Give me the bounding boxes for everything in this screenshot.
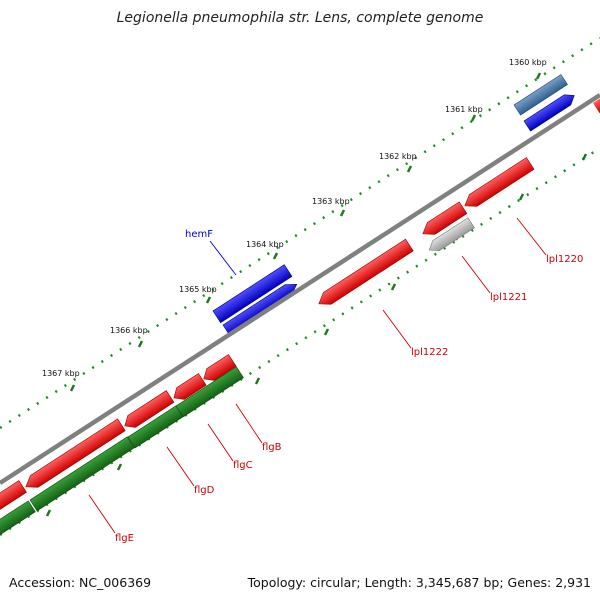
outer-tick-dots (0, 36, 600, 430)
leader-hemF (209, 240, 237, 276)
map-title: Legionella pneumophila str. Lens, comple… (116, 10, 484, 26)
gene-label-flgD[interactable]: flgD (194, 485, 215, 496)
inner-major-ticks (45, 153, 588, 517)
tick-mark (137, 340, 144, 348)
tick-mark (535, 72, 542, 80)
tick-mark (390, 283, 397, 291)
label-leaders (88, 217, 547, 534)
tick-label-1364: 1364 kbp (246, 240, 284, 249)
tick-labels: 1360 kbp 1361 kbp 1362 kbp 1363 kbp 1364… (42, 58, 547, 378)
operon-segment[interactable] (127, 405, 184, 449)
gene-flgE[interactable] (22, 418, 126, 493)
backbone-line (0, 93, 600, 485)
leader-flgB (235, 403, 263, 444)
plus-strand-genes (212, 74, 600, 336)
gene-label-flgB[interactable]: flgB (262, 442, 282, 453)
accession-text: Accession: NC_006369 (9, 575, 152, 590)
genome-summary-text: Topology: circular; Length: 3,345,687 bp… (247, 575, 591, 590)
gene-flgB[interactable] (200, 354, 237, 384)
gene-flgD[interactable] (121, 390, 175, 432)
inner-tick-ring (0, 146, 600, 537)
tick-mark (116, 463, 123, 471)
tick-label-1363: 1363 kbp (312, 197, 350, 206)
gene-label-flgC[interactable]: flgC (233, 460, 253, 471)
gene-lpl1222[interactable] (315, 238, 414, 310)
leader-lpl1222 (382, 309, 412, 349)
gene-feature[interactable] (419, 201, 468, 240)
tick-mark (205, 296, 212, 304)
gene-label-lpl1220[interactable]: lpl1220 (546, 254, 583, 265)
tick-mark (45, 509, 52, 517)
leader-lpl1220 (516, 217, 547, 256)
leader-lpl1221 (461, 255, 491, 294)
tick-mark (406, 165, 413, 173)
gene-label-lpl1222[interactable]: lpl1222 (411, 347, 448, 358)
tick-label-1360: 1360 kbp (509, 58, 547, 67)
gene-feature[interactable] (513, 74, 568, 116)
inner-tick-dots (0, 146, 600, 537)
genome-backbone (0, 93, 600, 485)
tick-label-1361: 1361 kbp (445, 105, 483, 114)
tick-mark (518, 193, 525, 201)
operon-segment[interactable] (29, 436, 135, 512)
tick-mark (272, 252, 279, 260)
minus-strand-genes (0, 157, 535, 511)
gene-label-flgE[interactable]: flgE (115, 533, 134, 544)
gene-label-lpl1221[interactable]: lpl1221 (490, 292, 527, 303)
gene-label-hemF[interactable]: hemF (185, 229, 213, 240)
tick-mark (323, 328, 330, 336)
gene-lpl1221[interactable] (426, 217, 475, 255)
tick-label-1366: 1366 kbp (110, 326, 148, 335)
tick-mark (339, 209, 346, 217)
tick-label-1362: 1362 kbp (379, 152, 417, 161)
gene-feature[interactable] (523, 91, 578, 132)
gene-feature[interactable] (593, 95, 600, 114)
leader-flgD (166, 446, 195, 487)
gene-labels: hemF lpl1220 lpl1221 lpl1222 flgB flgC f… (115, 229, 583, 544)
gene-feature[interactable] (0, 480, 27, 511)
leader-flgE (88, 494, 116, 534)
gene-hemF-outer[interactable] (212, 264, 293, 324)
outer-tick-ring (0, 36, 600, 430)
tick-mark (254, 377, 261, 385)
outer-major-ticks (69, 72, 542, 392)
operon-segment[interactable] (0, 500, 36, 539)
tick-mark (581, 153, 588, 161)
tick-mark (69, 384, 76, 392)
operon-band (0, 366, 244, 539)
tick-label-1365: 1365 kbp (179, 285, 217, 294)
tick-mark (470, 114, 477, 122)
gene-flgC[interactable] (170, 373, 207, 403)
gene-lpl1220[interactable] (461, 157, 535, 212)
leader-flgC (207, 423, 234, 462)
tick-label-1367: 1367 kbp (42, 369, 80, 378)
